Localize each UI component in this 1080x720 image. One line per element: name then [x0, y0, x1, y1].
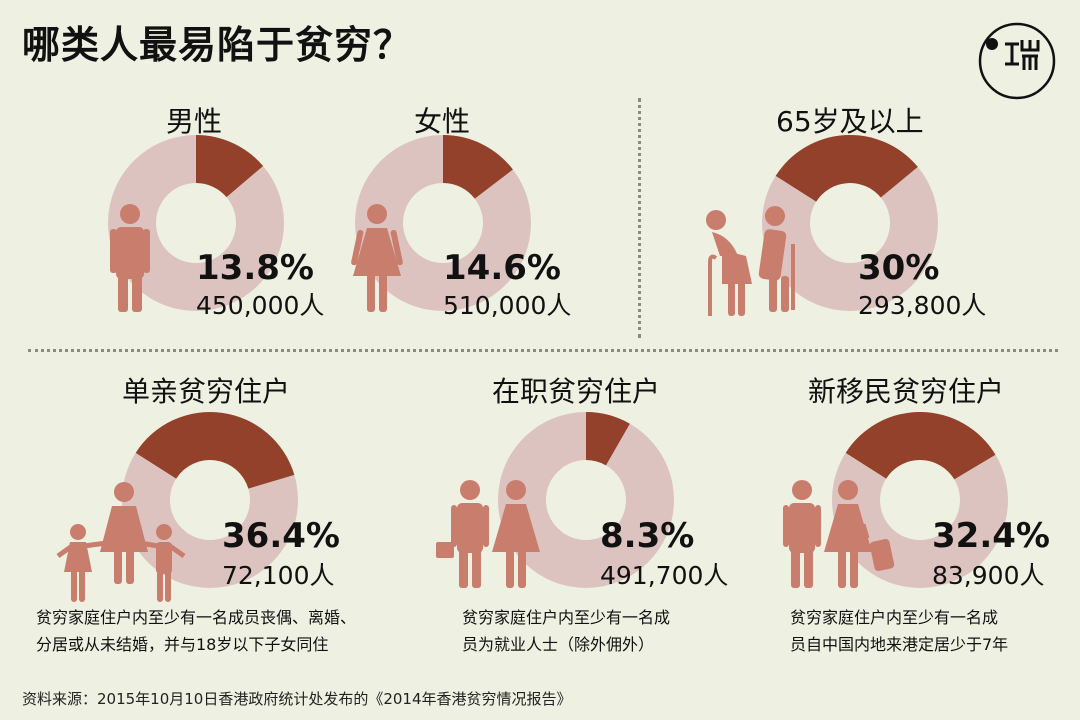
note-text: 贫穷家庭住户内至少有一名成 员为就业人士（除外佣外） — [462, 604, 670, 658]
count-value: 293,800人 — [858, 291, 987, 320]
panel-label: 女性 — [414, 105, 471, 138]
note-line: 员为就业人士（除外佣外） — [462, 635, 655, 654]
page-title: 哪类人最易陷于贫穷？ — [22, 23, 413, 67]
note-line: 分居或从未结婚，并与18岁以下子女同住 — [36, 635, 329, 654]
donut-highlight-segment — [845, 411, 996, 480]
count-value: 72,100人 — [222, 561, 335, 590]
note-line: 贫穷家庭住户内至少有一名成员丧偶、离婚、 — [36, 608, 357, 627]
donut-highlight-segment — [443, 135, 513, 199]
panel-label: 单亲贫穷住户 — [122, 375, 291, 408]
immigrant-couple-icon — [783, 480, 895, 588]
donut-highlight-segment — [135, 412, 295, 489]
donut-highlight-segment — [196, 135, 264, 198]
note-line: 贫穷家庭住户内至少有一名成 — [790, 608, 999, 627]
percent-value: 36.4% — [222, 516, 340, 556]
percent-value: 13.8% — [196, 248, 314, 288]
count-value: 83,900人 — [932, 561, 1045, 590]
count-value: 450,000人 — [196, 291, 325, 320]
note-line: 员自中国内地来港定居少于7年 — [790, 635, 1009, 654]
panel-label: 在职贫穷住户 — [492, 375, 661, 408]
note-line: 贫穷家庭住户内至少有一名成 — [462, 608, 671, 627]
donut-remainder — [498, 412, 674, 588]
woman-figure-icon — [351, 204, 403, 312]
panel-label: 新移民贫穷住户 — [808, 375, 1005, 408]
count-value: 510,000人 — [443, 291, 572, 320]
single-parent-family-icon — [56, 482, 186, 602]
working-couple-icon — [436, 480, 540, 588]
note-text: 贫穷家庭住户内至少有一名成 员自中国内地来港定居少于7年 — [790, 604, 1008, 658]
percent-value: 30% — [858, 248, 940, 288]
elderly-couple-icon — [706, 206, 795, 316]
donut-highlight-segment — [586, 412, 630, 466]
man-figure-icon — [110, 204, 150, 312]
panel-label: 男性 — [166, 105, 223, 138]
logo-icon — [978, 22, 1056, 100]
horizontal-divider — [28, 349, 1058, 352]
donut-highlight-segment — [775, 134, 918, 202]
percent-value: 8.3% — [600, 516, 695, 556]
source-footer: 资料来源：2015年10月10日香港政府统计处发布的《2014年香港贫穷情况报告… — [22, 690, 572, 708]
percent-value: 32.4% — [932, 516, 1050, 556]
note-text: 贫穷家庭住户内至少有一名成员丧偶、离婚、 分居或从未结婚，并与18岁以下子女同住 — [36, 604, 356, 658]
percent-value: 14.6% — [443, 248, 561, 288]
count-value: 491,700人 — [600, 561, 729, 590]
panel-label: 65岁及以上 — [776, 105, 924, 138]
vertical-divider — [638, 98, 641, 338]
